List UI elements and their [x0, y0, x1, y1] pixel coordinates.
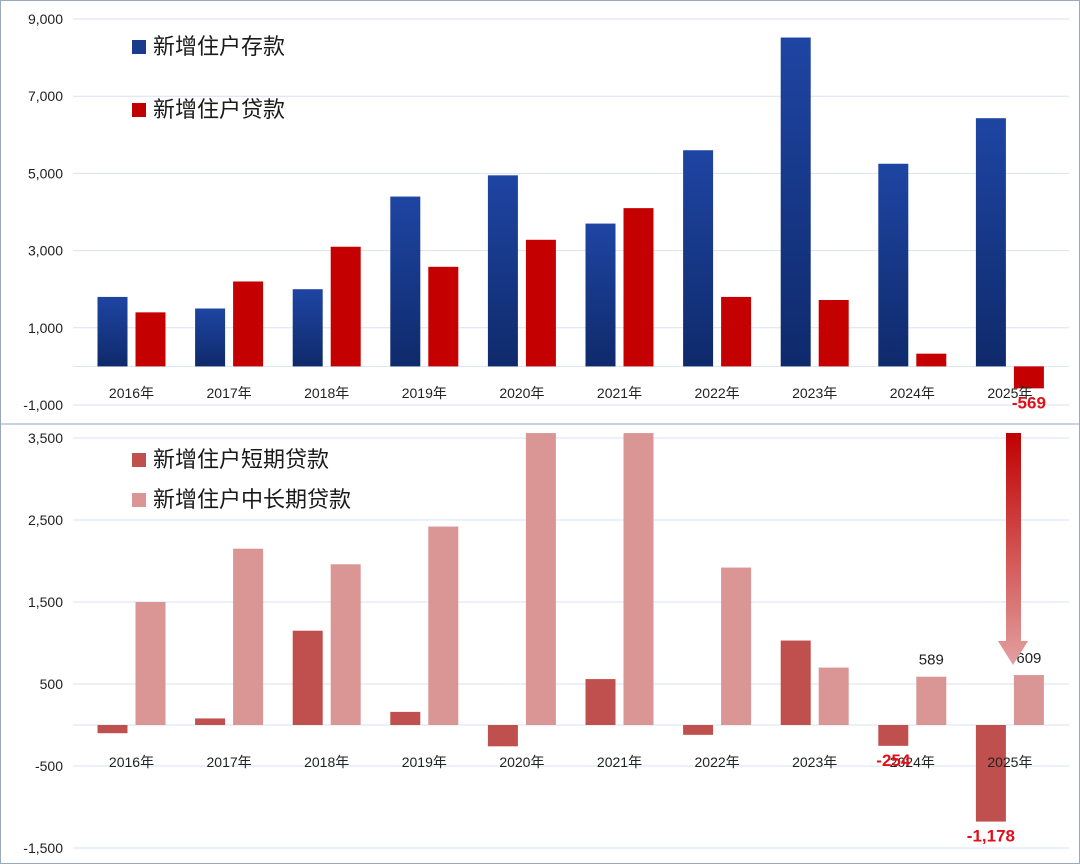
x-tick-label: 2017年 [207, 754, 252, 770]
bar-b-2018年 [330, 246, 361, 367]
x-tick-label: 2022年 [695, 385, 740, 401]
bar-a-2024年 [878, 163, 909, 367]
legend-swatch [132, 103, 146, 117]
bar-a-2025年 [975, 725, 1006, 822]
data-label: -1,178 [967, 827, 1015, 846]
y-tick-label: 500 [40, 676, 64, 692]
y-tick-label: 1,500 [28, 594, 63, 610]
bar-b-2025年 [1013, 675, 1044, 725]
x-tick-label: 2021年 [597, 754, 642, 770]
bar-a-2023年 [780, 37, 811, 367]
bar-a-2020年 [487, 725, 518, 747]
x-tick-label: 2025年 [987, 754, 1032, 770]
bar-b-2022年 [721, 296, 752, 367]
bar-a-2025年 [975, 118, 1006, 367]
x-tick-label: 2024年 [890, 754, 935, 770]
bar-a-2024年 [878, 725, 909, 746]
legend-label: 新增住户短期贷款 [153, 447, 329, 472]
y-tick-label: 2,500 [28, 512, 63, 528]
x-tick-label: 2025年 [987, 385, 1032, 401]
y-tick-label: 3,000 [28, 243, 63, 259]
x-tick-label: 2020年 [499, 754, 544, 770]
x-tick-label: 2022年 [695, 754, 740, 770]
bar-b-2021年 [623, 208, 654, 367]
chart-panel-1: 9,000 7,000 5,000 3,000 1,000 -1,000 2016年 2017… [23, 11, 1069, 413]
bar-a-2016年 [97, 296, 128, 367]
bar-b-2016年 [135, 602, 166, 725]
x-tick-label: 2021年 [597, 385, 642, 401]
bar-b-2023年 [818, 300, 849, 367]
bar-a-2021年 [585, 223, 616, 367]
x-tick-label: 2019年 [402, 385, 447, 401]
bar-a-2016年 [97, 725, 128, 734]
legend-swatch [132, 40, 146, 54]
bar-a-2019年 [390, 711, 421, 725]
bar-a-2020年 [487, 175, 518, 367]
bar-b-2018年 [330, 564, 361, 725]
y-tick-label: -1,000 [23, 397, 63, 413]
bar-a-2017年 [195, 718, 226, 725]
bar-a-2022年 [683, 150, 714, 367]
data-label: 609 [1016, 650, 1041, 667]
bar-b-2019年 [428, 526, 459, 725]
x-tick-label: 2020年 [499, 385, 544, 401]
bar-a-2018年 [292, 289, 323, 367]
y-tick-label: -1,500 [23, 840, 63, 856]
data-label: -569 [1012, 393, 1046, 412]
legend-swatch [132, 453, 146, 467]
data-label: -254 [876, 751, 911, 770]
trend-arrow-icon [998, 433, 1028, 665]
y-tick-label: 7,000 [28, 88, 63, 104]
x-tick-label: 2019年 [402, 754, 447, 770]
bar-b-2025年 [1013, 366, 1044, 389]
x-tick-label: 2018年 [304, 385, 349, 401]
x-tick-label: 2016年 [109, 754, 154, 770]
bar-b-2023年 [818, 667, 849, 725]
legend-label: 新增住户存款 [153, 34, 285, 59]
bar-a-2017年 [195, 308, 226, 367]
bar-b-2022年 [721, 567, 752, 725]
legend-swatch [132, 493, 146, 507]
y-tick-label: 3,500 [28, 430, 63, 446]
bar-a-2021年 [585, 679, 616, 725]
x-tick-label: 2023年 [792, 385, 837, 401]
bar-b-2021年 [623, 433, 654, 725]
bar-b-2024年 [916, 353, 947, 367]
x-tick-label: 2017年 [207, 385, 252, 401]
bar-b-2019年 [428, 266, 459, 367]
bar-b-2024年 [916, 676, 947, 725]
bar-a-2018年 [292, 630, 323, 725]
bar-b-2020年 [525, 239, 556, 367]
legend-label: 新增住户中长期贷款 [153, 487, 351, 512]
y-tick-label: 9,000 [28, 11, 63, 27]
bar-a-2019年 [390, 196, 421, 367]
x-tick-label: 2024年 [890, 385, 935, 401]
bar-b-2017年 [233, 281, 264, 367]
y-tick-label: -500 [35, 758, 63, 774]
bar-b-2016年 [135, 312, 166, 367]
x-tick-label: 2023年 [792, 754, 837, 770]
x-tick-label: 2016年 [109, 385, 154, 401]
bar-a-2023年 [780, 640, 811, 725]
x-tick-label: 2018年 [304, 754, 349, 770]
bar-b-2020年 [525, 433, 556, 725]
bar-a-2022年 [683, 725, 714, 735]
bar-b-2017年 [233, 548, 264, 725]
data-label: 589 [919, 652, 944, 669]
legend-label: 新增住户贷款 [153, 97, 285, 122]
chart-panel-2: 3,500 2,500 1,500 500 -500 -1,500 2016年 2017年 20… [23, 430, 1069, 856]
y-tick-label: 5,000 [28, 165, 63, 181]
y-tick-label: 1,000 [28, 320, 63, 336]
